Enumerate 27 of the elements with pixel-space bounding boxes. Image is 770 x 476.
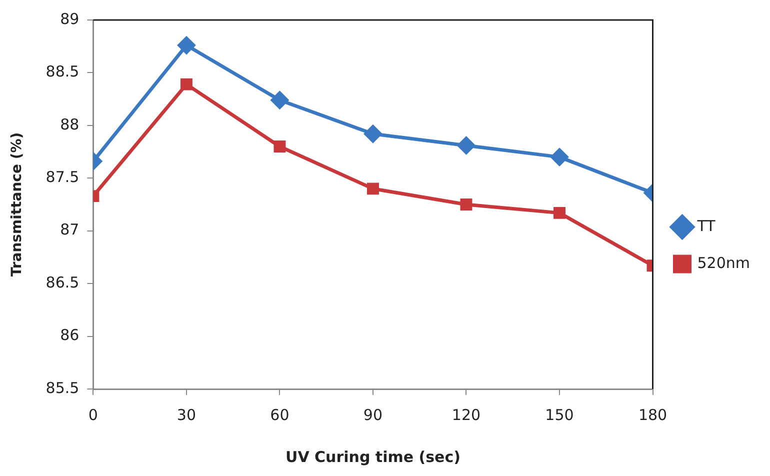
point [460,198,472,210]
y-tick-label: 87.5 [46,168,80,186]
point [180,78,192,90]
y-tick-label: 89 [60,10,80,28]
y-axis-title: Transmittance (%) [9,132,26,277]
y-tick-label: 86.5 [46,273,80,292]
y-tick-label: 85.5 [46,378,80,397]
x-tick-label: 90 [363,406,383,424]
point [366,182,379,195]
point [364,125,382,143]
point [178,36,196,54]
y-tick-label: 86 [60,326,80,344]
x-tick-label: 150 [545,406,574,424]
point [457,136,475,154]
y-tick-label: 88 [60,115,80,134]
y-tick-label: 87 [60,220,80,239]
point [274,140,286,153]
point [270,91,288,109]
x-tick-label: 0 [88,406,98,424]
y-tick-label: 88.5 [46,62,80,81]
legend-label: 520nm [697,254,750,272]
legend-label: TT [696,216,716,235]
x-tick-label: 180 [638,406,668,424]
x-tick-label: 60 [270,406,290,424]
x-tick-label: 30 [176,406,196,424]
x-tick-label: 120 [452,406,481,424]
x-axis-title: UV Curing time (sec) [286,448,460,466]
